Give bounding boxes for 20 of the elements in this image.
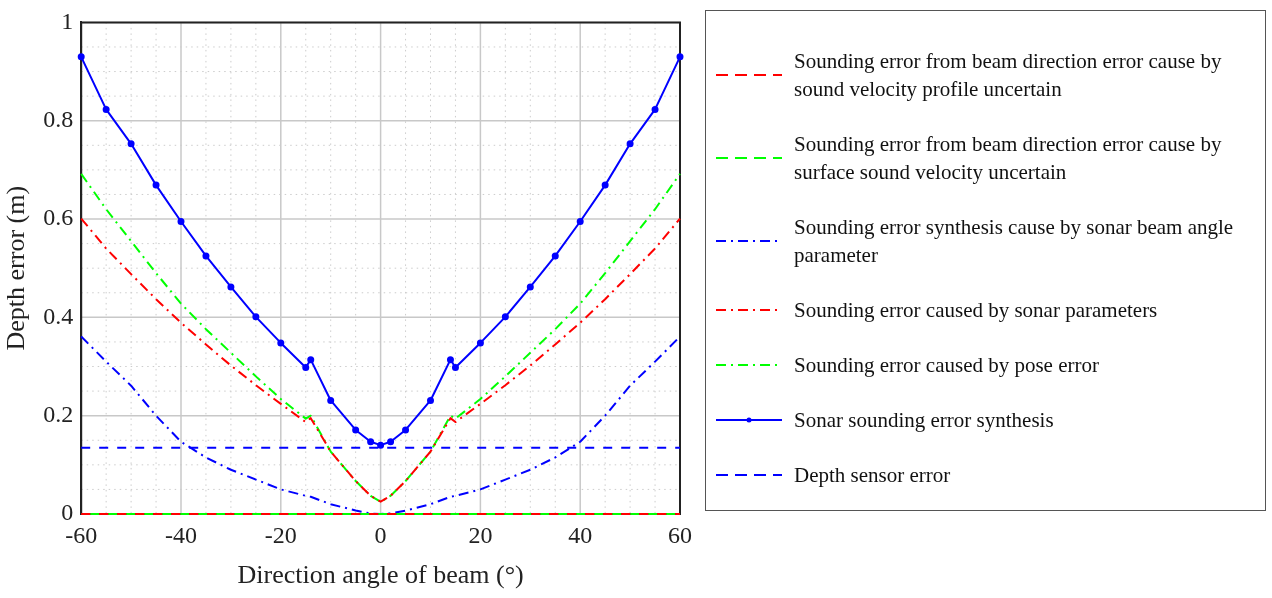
x-tick-label: -40 — [165, 521, 197, 548]
x-tick-label: -20 — [264, 521, 297, 548]
legend-label: Sounding error synthesis cause by sonar beam angle parameter — [794, 213, 1235, 269]
x-tick-label: 40 — [568, 521, 593, 548]
legend-label: Depth sensor error — [794, 461, 951, 489]
legend-label: Sounding error caused by pose error — [794, 351, 1099, 379]
y-tick-label: 0.6 — [43, 204, 74, 231]
x-tick-label: 60 — [668, 521, 692, 548]
y-tick-label: 0.2 — [43, 400, 74, 427]
y-tick-label: 0.4 — [43, 302, 74, 329]
x-tick-label: 20 — [468, 521, 493, 548]
y-axis-title: Depth error (m) — [1, 185, 31, 351]
legend-label: Sounding error caused by sonar parameters — [794, 296, 1158, 324]
legend-label: Sounding error from beam direction error cause by surface sound velocity uncertain — [794, 130, 1223, 186]
x-axis-title: Direction angle of beam (°) — [237, 560, 524, 590]
y-tick-label: 1 — [61, 7, 74, 34]
y-tick-label: 0.8 — [43, 106, 74, 133]
legend-label: Sonar sounding error synthesis — [794, 406, 1054, 434]
legend-label: Sounding error from beam direction error cause by sound velocity profile uncertain — [794, 47, 1223, 103]
x-tick-label: 0 — [374, 521, 387, 548]
